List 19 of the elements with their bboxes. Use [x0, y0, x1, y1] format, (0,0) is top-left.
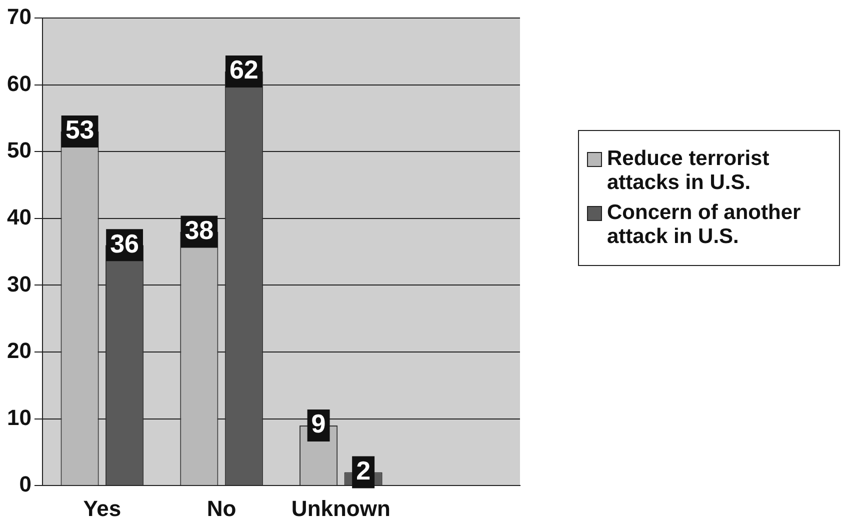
y-tick-label: 0 — [19, 472, 32, 497]
y-tick-label: 40 — [6, 204, 32, 230]
x-tick-label: No — [206, 496, 236, 521]
data-label: 36 — [110, 228, 140, 258]
data-label: 38 — [184, 214, 214, 245]
data-label: 53 — [65, 114, 94, 145]
y-tick-label: 70 — [6, 4, 32, 30]
y-tick-label: 50 — [6, 138, 32, 163]
x-tick-label: Yes — [83, 496, 122, 521]
data-label: 2 — [356, 455, 371, 486]
y-tick-label: 60 — [6, 70, 32, 96]
data-label: 9 — [311, 408, 326, 439]
y-tick-label: 10 — [6, 404, 32, 430]
x-tick-label: Unknown — [291, 496, 390, 521]
data-label: 62 — [229, 54, 258, 85]
legend-label: Concern of another attack in U.S. — [607, 201, 802, 249]
y-tick-label: 30 — [6, 271, 32, 296]
y-tick-label: 20 — [6, 338, 32, 364]
legend-label: Reduce terrorist attacks in U.S. — [607, 147, 770, 195]
